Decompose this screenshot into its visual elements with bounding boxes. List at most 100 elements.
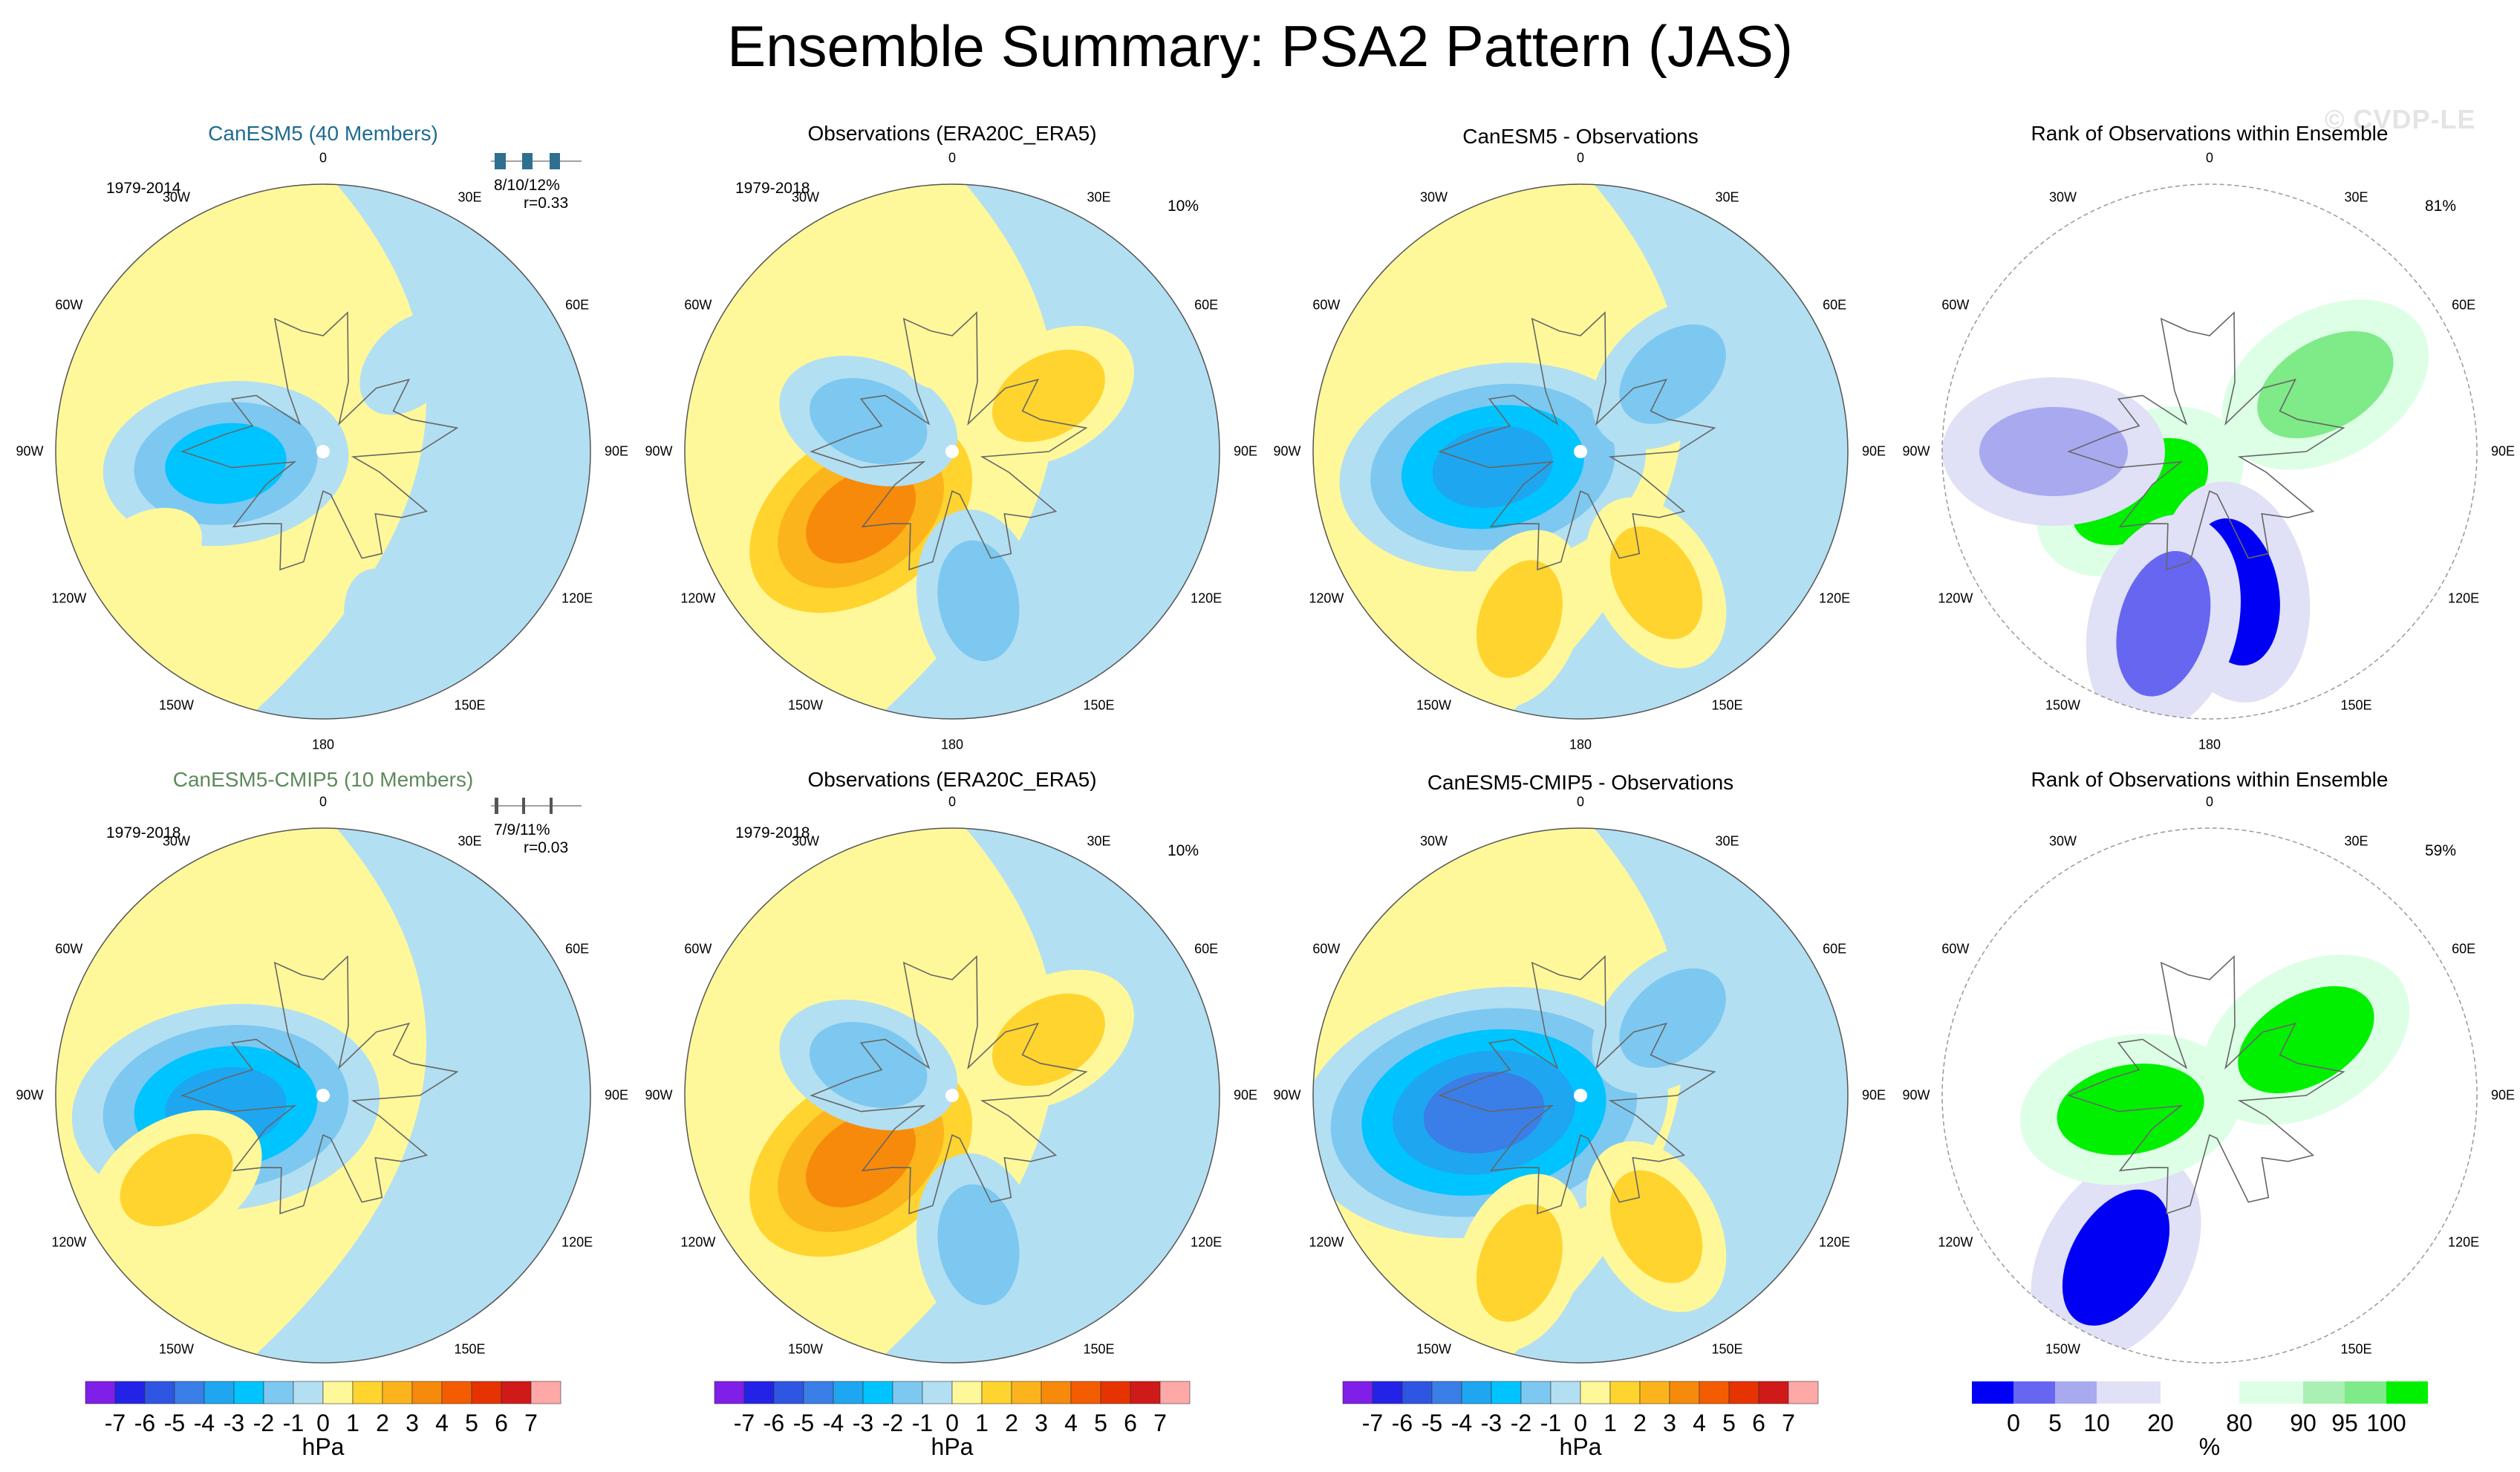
rank-region-3 — [2116, 550, 2211, 697]
anomaly-center-2-level-2 — [937, 540, 1020, 662]
longitude-label: 90W — [1902, 443, 1930, 459]
longitude-label: 90E — [1861, 1087, 1886, 1103]
colorbar-swatch — [85, 1381, 116, 1404]
longitude-label: 60E — [1194, 941, 1219, 956]
map-boundary — [1312, 827, 1849, 1364]
colorbar-unit: hPa — [302, 1433, 345, 1460]
colorbar-tick-label: 4 — [435, 1410, 449, 1436]
longitude-label: 150W — [158, 697, 195, 713]
colorbar-tick-label: 2 — [1633, 1410, 1647, 1436]
colorbar-swatch — [263, 1381, 294, 1404]
colorbar-swatch — [1639, 1381, 1670, 1404]
colorbar-tick-label: -1 — [1540, 1410, 1562, 1436]
longitude-label: 90E — [1861, 443, 1886, 459]
longitude-label: 90W — [645, 1087, 673, 1103]
colorbar-swatch — [2303, 1381, 2345, 1404]
colorbar-swatch — [1609, 1381, 1641, 1404]
anomaly-center-1-level-2 — [992, 349, 1105, 443]
anomaly-center-1-level-2 — [120, 1133, 233, 1227]
colorbar-tick-label: -6 — [134, 1410, 156, 1436]
colorbar-swatch — [1491, 1381, 1522, 1404]
colorbar-tick-label: 7 — [524, 1410, 538, 1436]
map-boundary — [55, 183, 591, 720]
longitude-label: 120W — [1938, 590, 1973, 605]
panel-title: Observations (ERA20C_ERA5) — [807, 768, 1097, 791]
colorbar-swatch — [501, 1381, 532, 1404]
longitude-label: 60W — [55, 941, 83, 956]
colorbar-tick-label: 3 — [1663, 1410, 1676, 1436]
colorbar-hpa-3 — [1342, 1381, 1819, 1404]
longitude-label: 0 — [2205, 794, 2214, 810]
colorbar-tick-label: -4 — [193, 1410, 215, 1436]
colorbar-tick-label: 2 — [1005, 1410, 1018, 1436]
colorbar-swatch — [1788, 1381, 1819, 1404]
longitude-label: 120E — [1819, 590, 1851, 605]
colorbar-tick-label: -2 — [882, 1410, 904, 1436]
colorbar-tick-label: 1 — [346, 1410, 359, 1436]
longitude-label: 120E — [1191, 590, 1222, 605]
colorbar-swatch — [1130, 1381, 1161, 1404]
colorbar-swatch — [382, 1381, 413, 1404]
longitude-label: 60E — [565, 941, 590, 956]
colorbar-tick-label: 5 — [1722, 1410, 1736, 1436]
map-panel-r1c2 — [684, 183, 1220, 720]
colorbar-tick-label: 4 — [1064, 1410, 1078, 1436]
colorbar-swatch — [293, 1381, 324, 1404]
anomaly-center-3-level-2 — [809, 1021, 928, 1108]
anomaly-center-1-level-2 — [1619, 324, 1726, 424]
colorbar-tick-label: 2 — [376, 1410, 389, 1436]
longitude-label: 30E — [458, 833, 482, 849]
longitude-label: 180 — [940, 737, 964, 752]
map-boundary — [1941, 827, 2478, 1364]
longitude-label: 30E — [2344, 833, 2368, 849]
colorbar-swatch — [322, 1381, 354, 1404]
map-panel-r2c4 — [1941, 827, 2478, 1364]
longitude-label: 0 — [1576, 150, 1585, 166]
colorbar-swatch — [1431, 1381, 1462, 1404]
longitude-label: 60W — [1312, 297, 1341, 312]
longitude-label: 120W — [1309, 590, 1344, 605]
longitude-label: 90W — [1902, 1087, 1930, 1103]
longitude-label: 30W — [2048, 189, 2077, 205]
antarctica-coastline — [810, 955, 1088, 1215]
longitude-label: 120E — [2448, 590, 2480, 605]
colorbar-tick-label: 1 — [1604, 1410, 1617, 1436]
longitude-label: 120W — [1309, 1234, 1344, 1249]
colorbar-tick-label: 10 — [2083, 1410, 2110, 1436]
anomaly-center-3-level-2 — [809, 377, 928, 464]
colorbar-tick-label: -4 — [822, 1410, 844, 1436]
longitude-label: 30E — [1087, 833, 1111, 849]
period-label: 1979-2014 — [106, 180, 181, 197]
longitude-label: 60E — [1194, 297, 1219, 312]
south-pole-marker — [945, 445, 959, 458]
longitude-label: 120E — [1819, 1234, 1851, 1249]
map-panel-r1c1 — [55, 183, 591, 720]
longitude-label: 150W — [158, 1341, 195, 1357]
colorbar-tick-label: 90 — [2290, 1410, 2316, 1436]
colorbar-swatch — [922, 1381, 953, 1404]
period-label: 1979-2018 — [106, 824, 181, 841]
period-label: 1979-2018 — [735, 180, 810, 197]
colorbar-swatch — [1372, 1381, 1403, 1404]
rank-region-0 — [2062, 1189, 2170, 1326]
colorbar-swatch — [441, 1381, 472, 1404]
percent-label: 81% — [2425, 198, 2457, 215]
anomaly-center-3-level-1 — [89, 507, 202, 601]
antarctica-coastline — [2067, 311, 2345, 571]
colorbar-hpa-1 — [85, 1381, 561, 1404]
colorbar-tick-label: 6 — [495, 1410, 508, 1436]
colorbar-swatch — [1758, 1381, 1789, 1404]
longitude-label: 60E — [1823, 297, 1847, 312]
percent-label: 59% — [2425, 842, 2457, 859]
longitude-label: 90W — [645, 443, 673, 459]
map-panel-r1c4 — [1941, 183, 2478, 720]
south-pole-marker — [945, 1089, 959, 1102]
colorbar-tick-label: -3 — [223, 1410, 245, 1436]
colorbar-swatch — [773, 1381, 804, 1404]
ensemble-member-ticks — [491, 798, 582, 814]
colorbar-swatch — [833, 1381, 864, 1404]
longitude-label: 0 — [948, 150, 957, 166]
antarctica-coastline — [2067, 955, 2345, 1215]
longitude-label: 150E — [1711, 697, 1743, 713]
colorbar-swatch — [1972, 1381, 2013, 1404]
